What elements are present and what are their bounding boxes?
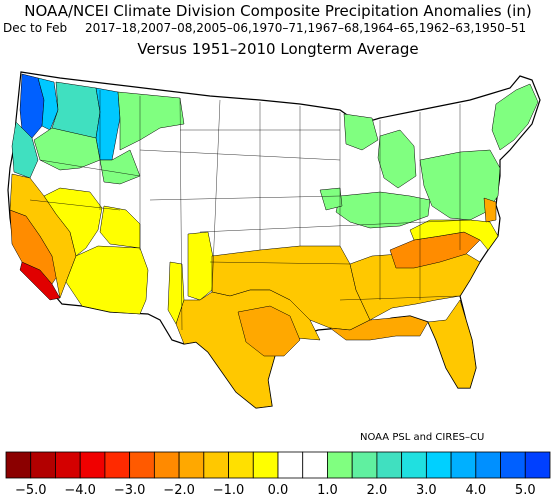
legend-color-box — [79, 451, 106, 479]
legend-color-box — [153, 451, 180, 479]
texas-central-dry — [237, 305, 301, 357]
legend-tick-label: 2.0 — [367, 483, 388, 497]
new-england-wet — [491, 83, 539, 151]
legend-tick-label: 4.0 — [465, 483, 486, 497]
legend-color-box — [524, 451, 551, 479]
legend-tick-label: 0.0 — [268, 483, 289, 497]
legend-color-box — [277, 451, 304, 479]
or-east-wet — [33, 127, 101, 171]
legend-tick-label: 3.0 — [416, 483, 437, 497]
legend-color-box — [203, 451, 229, 479]
legend-color-box — [351, 451, 378, 479]
legend-color-box — [228, 451, 254, 479]
florida-dry — [427, 299, 477, 389]
legend-color-box — [302, 451, 328, 479]
legend-color-box — [425, 451, 452, 479]
legend-color-box — [376, 451, 403, 479]
virginia-coast-dry — [483, 197, 497, 223]
legend-tick-label: 5.0 — [515, 483, 536, 497]
season-label: Dec to Feb — [3, 21, 68, 35]
mi-wet — [377, 129, 417, 189]
legend-color-box — [5, 451, 32, 479]
legend-color-box — [401, 451, 427, 479]
legend-color-box — [327, 451, 353, 479]
legend-color-box — [178, 451, 205, 479]
legend-color-box — [475, 451, 501, 479]
credit-label: NOAA PSL and CIRES–CU — [360, 432, 485, 443]
legend-color-box — [55, 451, 81, 479]
legend-color-box — [500, 451, 526, 479]
iowa-wet — [319, 187, 343, 211]
legend-tick-label: −4.0 — [64, 483, 96, 497]
arizona-dry — [65, 245, 149, 315]
nevada-dry — [43, 187, 103, 257]
mn-east-wet — [343, 113, 379, 151]
mid-atlantic-dry — [409, 219, 499, 251]
legend-tick-label: −2.0 — [163, 483, 195, 497]
legend-color-box — [30, 451, 56, 479]
ohio-valley-wet — [335, 191, 431, 229]
legend-color-box — [450, 451, 477, 479]
title: NOAA/NCEI Climate Division Composite Pre… — [24, 2, 532, 20]
legend-tick-label: 1.0 — [317, 483, 338, 497]
composite-years: 2017–18,2007–08,2005–06,1970–71,1967–68,… — [85, 21, 527, 35]
mt-west-wet — [117, 91, 185, 151]
legend-tick-label: −5.0 — [15, 483, 47, 497]
legend-tick-label: −3.0 — [114, 483, 146, 497]
legend-tick-label: −1.0 — [213, 483, 245, 497]
legend-color-box — [104, 451, 131, 479]
division-boundaries — [29, 90, 471, 331]
legend-color-box — [129, 451, 155, 479]
legend-color-box — [252, 451, 279, 479]
subtitle: Versus 1951–2010 Longterm Average — [137, 40, 419, 58]
precipitation-anomaly-map — [7, 71, 541, 409]
